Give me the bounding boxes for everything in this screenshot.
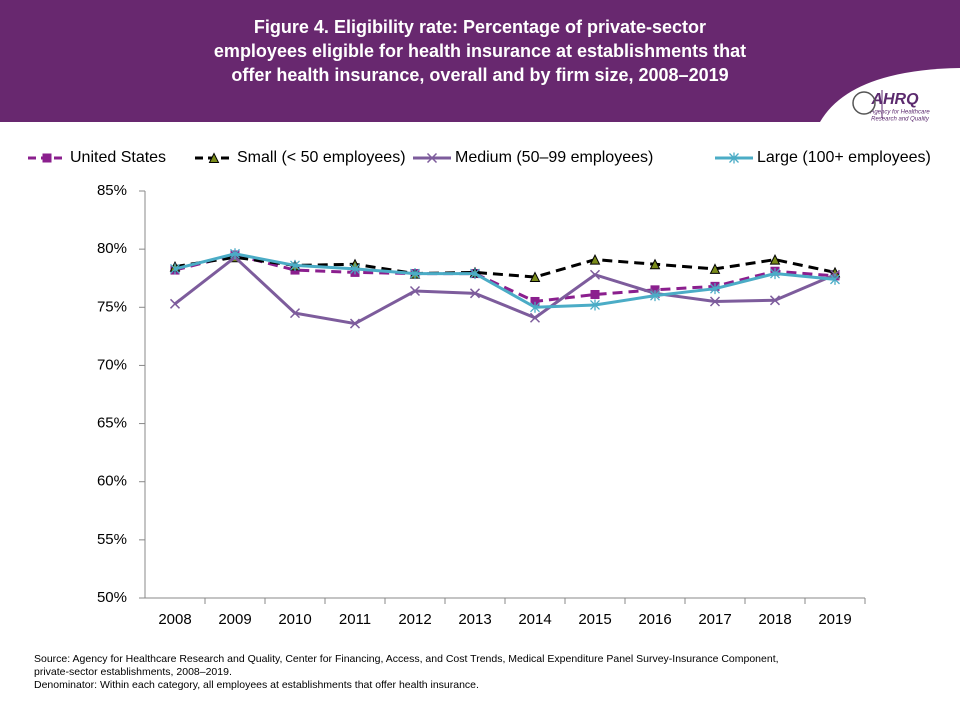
legend-label: Small (< 50 employees) (237, 149, 406, 166)
x-tick-label: 2009 (218, 611, 251, 628)
marker (590, 299, 600, 311)
logo-tagline: Research and Quality (871, 117, 930, 123)
marker (709, 263, 721, 274)
x-tick-label: 2015 (578, 611, 611, 628)
marker (290, 259, 300, 271)
x-tick-label: 2014 (518, 611, 551, 628)
marker (650, 290, 660, 302)
marker (350, 263, 360, 275)
marker (470, 268, 480, 280)
x-tick-label: 2018 (758, 611, 791, 628)
marker (770, 268, 780, 280)
y-tick-label: 85% (97, 182, 127, 199)
series-line (174, 253, 836, 304)
hhs-emblem (852, 91, 876, 115)
y-tick-label: 50% (97, 589, 127, 606)
marker (830, 273, 840, 285)
x-tick-label: 2011 (339, 611, 371, 628)
marker (530, 301, 540, 313)
legend-label: Large (100+ employees) (757, 149, 931, 166)
y-tick-label: 60% (97, 473, 127, 490)
x-tick-label: 2010 (278, 611, 311, 628)
logo-name: AHRQ (870, 91, 919, 108)
marker (349, 318, 361, 329)
marker (170, 263, 180, 275)
marker (589, 253, 601, 265)
logo-tagline: Agency for Healthcare (869, 110, 930, 116)
marker (529, 312, 541, 323)
source-note: private-sector establishments, 2008–2019… (34, 666, 232, 678)
marker (208, 152, 220, 163)
marker (710, 283, 720, 295)
marker (589, 269, 601, 280)
chart-title: Figure 4. Eligibility rate: Percentage o… (214, 17, 746, 85)
marker (709, 296, 721, 307)
x-tick-label: 2008 (158, 611, 191, 628)
y-tick-label: 70% (97, 356, 127, 373)
marker (230, 248, 240, 260)
x-tick-label: 2019 (818, 611, 851, 628)
x-tick-label: 2017 (698, 611, 731, 628)
marker (169, 298, 181, 309)
source-note: Denominator: Within each category, all e… (34, 679, 479, 691)
header-band (0, 0, 960, 122)
marker (409, 285, 421, 297)
y-tick-label: 55% (97, 531, 127, 548)
y-tick-label: 65% (97, 415, 127, 432)
marker (469, 288, 481, 299)
marker (410, 268, 420, 280)
marker (769, 253, 781, 265)
marker (426, 152, 438, 164)
marker (530, 296, 540, 306)
x-tick-label: 2016 (638, 611, 671, 628)
source-note: Source: Agency for Healthcare Research a… (34, 653, 779, 665)
y-tick-label: 75% (97, 298, 127, 315)
x-tick-label: 2012 (398, 611, 431, 628)
marker (650, 285, 660, 295)
marker (769, 295, 781, 306)
marker (590, 289, 600, 299)
marker (729, 152, 739, 164)
series-line (174, 252, 836, 309)
series-line (174, 255, 836, 326)
marker (42, 153, 52, 163)
legend-label: United States (70, 149, 166, 166)
marker (649, 258, 661, 270)
y-tick-label: 80% (97, 240, 127, 257)
chart-title-text: Figure 4. Eligibility rate: Percentage o… (214, 17, 746, 85)
marker (529, 271, 541, 283)
marker (289, 308, 301, 319)
x-tick-label: 2013 (458, 611, 491, 628)
legend-label: Medium (50–99 employees) (455, 149, 653, 166)
